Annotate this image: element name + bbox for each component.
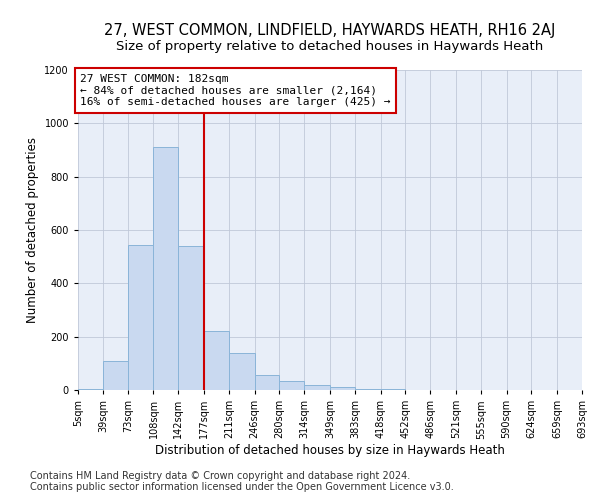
Text: Contains public sector information licensed under the Open Government Licence v3: Contains public sector information licen… <box>30 482 454 492</box>
Bar <box>229 352 254 390</box>
Bar <box>254 376 280 390</box>
Bar <box>154 148 178 390</box>
Bar <box>178 246 204 390</box>
Text: 27, WEST COMMON, LINDFIELD, HAYWARDS HEATH, RH16 2AJ: 27, WEST COMMON, LINDFIELD, HAYWARDS HEA… <box>104 22 556 38</box>
Text: Contains HM Land Registry data © Crown copyright and database right 2024.: Contains HM Land Registry data © Crown c… <box>30 471 410 481</box>
X-axis label: Distribution of detached houses by size in Haywards Heath: Distribution of detached houses by size … <box>155 444 505 457</box>
Bar <box>128 244 154 390</box>
Bar <box>330 388 355 390</box>
Bar <box>280 380 304 390</box>
Text: Size of property relative to detached houses in Haywards Heath: Size of property relative to detached ho… <box>116 40 544 53</box>
Bar <box>304 384 330 390</box>
Bar <box>355 388 380 390</box>
Bar <box>103 360 128 390</box>
Bar <box>204 332 229 390</box>
Bar <box>78 388 103 390</box>
Y-axis label: Number of detached properties: Number of detached properties <box>26 137 39 323</box>
Text: 27 WEST COMMON: 182sqm
← 84% of detached houses are smaller (2,164)
16% of semi-: 27 WEST COMMON: 182sqm ← 84% of detached… <box>80 74 391 107</box>
